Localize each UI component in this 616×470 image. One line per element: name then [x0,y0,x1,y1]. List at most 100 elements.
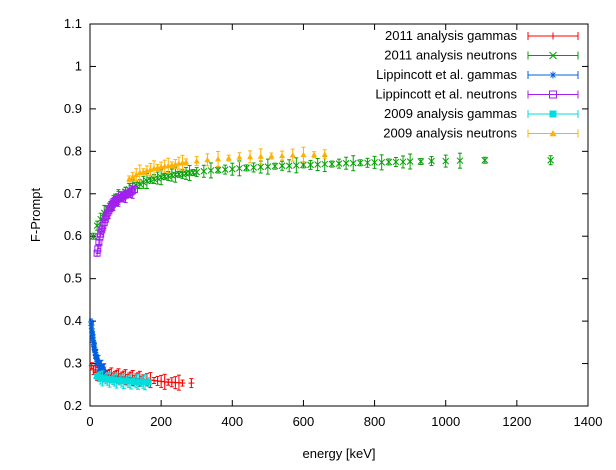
legend-swatch [527,129,579,138]
series-2 [88,318,108,380]
legend-swatch [527,71,579,79]
data-point [93,249,101,257]
data-point [442,154,450,168]
data-point [328,160,336,168]
data-point [129,171,136,182]
data-series [88,146,555,391]
data-point [349,155,357,172]
legend-label: 2009 analysis neutrons [383,126,517,141]
legend-entry: Lippincott et al. neutrons [375,87,579,102]
data-point [289,148,296,162]
data-point [204,153,211,167]
data-point [225,154,232,162]
data-point [307,159,314,170]
data-point [547,155,555,166]
y-tick-label: 1.1 [64,16,82,31]
data-point [172,166,179,183]
data-point [342,156,350,170]
data-point [268,152,275,160]
legend-swatch [527,51,579,60]
y-tick-label: 1 [75,58,82,73]
data-point [228,162,236,176]
data-point [399,155,407,169]
data-point [385,158,393,166]
data-point [183,158,190,166]
axis-ticks: 0 200 400 600 800 1000 1200 1400 0.2 0.3 0.4 0.5 0.6… [64,16,603,429]
data-point [392,156,400,167]
data-point [417,158,425,166]
data-point [406,153,414,170]
data-point [179,379,186,387]
plot-frame [89,23,589,407]
data-point [186,164,193,181]
y-tick-label: 0.3 [64,356,82,371]
legend-label: 2009 analysis gammas [384,106,517,121]
x-tick-label: 1400 [574,414,603,429]
data-point [114,190,122,207]
data-point [90,232,97,240]
legend-entry: Lippincott et al. gammas [376,67,579,82]
data-point [207,162,215,179]
data-point [364,157,371,168]
data-point [165,378,172,386]
legend-entry: 2011 analysis neutrons [384,48,579,63]
data-point [285,159,293,173]
legend-label: Lippincott et al. neutrons [375,87,517,102]
x-tick-label: 1200 [502,414,531,429]
y-tick-label: 0.6 [64,228,82,243]
y-axis-label: F-Prompt [28,188,43,243]
x-tick-label: 1000 [431,414,460,429]
data-point [314,157,322,171]
legend: 2011 analysis gammas 2011 analysis neutro… [375,28,579,141]
series-5 [126,146,328,183]
data-point [147,176,154,184]
data-point [130,186,138,194]
data-point [175,374,182,391]
data-point [243,164,250,172]
data-point [161,373,168,390]
y-tick-label: 0.5 [64,271,82,286]
data-point [371,155,378,169]
data-point [356,159,364,167]
data-point [271,162,279,170]
data-point [257,148,264,165]
data-point [236,160,243,177]
y-tick-label: 0.4 [64,313,82,328]
data-point [193,167,201,178]
legend-label: 2011 analysis neutrons [384,48,517,63]
legend-entry: 2011 analysis gammas [385,28,579,43]
data-point [129,182,137,199]
x-tick-label: 200 [150,414,172,429]
data-point [292,157,300,174]
x-tick-label: 800 [364,414,386,429]
data-point [145,377,152,388]
data-point [236,152,243,163]
y-tick-label: 0.2 [64,398,82,413]
data-point [481,156,489,164]
data-point [247,150,254,164]
data-point [250,162,257,173]
data-point [200,164,208,178]
x-tick-label: 0 [86,414,93,429]
series-4 [94,370,152,391]
legend-swatch [527,32,579,40]
data-point [126,175,133,183]
legend-swatch [527,110,579,118]
y-tick-label: 0.8 [64,143,82,158]
legend-entry: 2009 analysis gammas [384,106,579,121]
data-point [300,146,307,163]
y-tick-label: 0.9 [64,101,82,116]
data-point [133,168,140,182]
data-point [428,156,435,167]
legend-label: 2011 analysis gammas [385,28,517,43]
data-point [335,158,343,169]
data-point [221,164,229,175]
data-point [378,154,386,171]
data-point [136,179,144,190]
data-point [321,149,328,160]
data-point [456,152,464,169]
data-point [188,378,195,389]
data-point [279,150,286,161]
data-point [214,166,222,174]
data-point [215,150,222,167]
